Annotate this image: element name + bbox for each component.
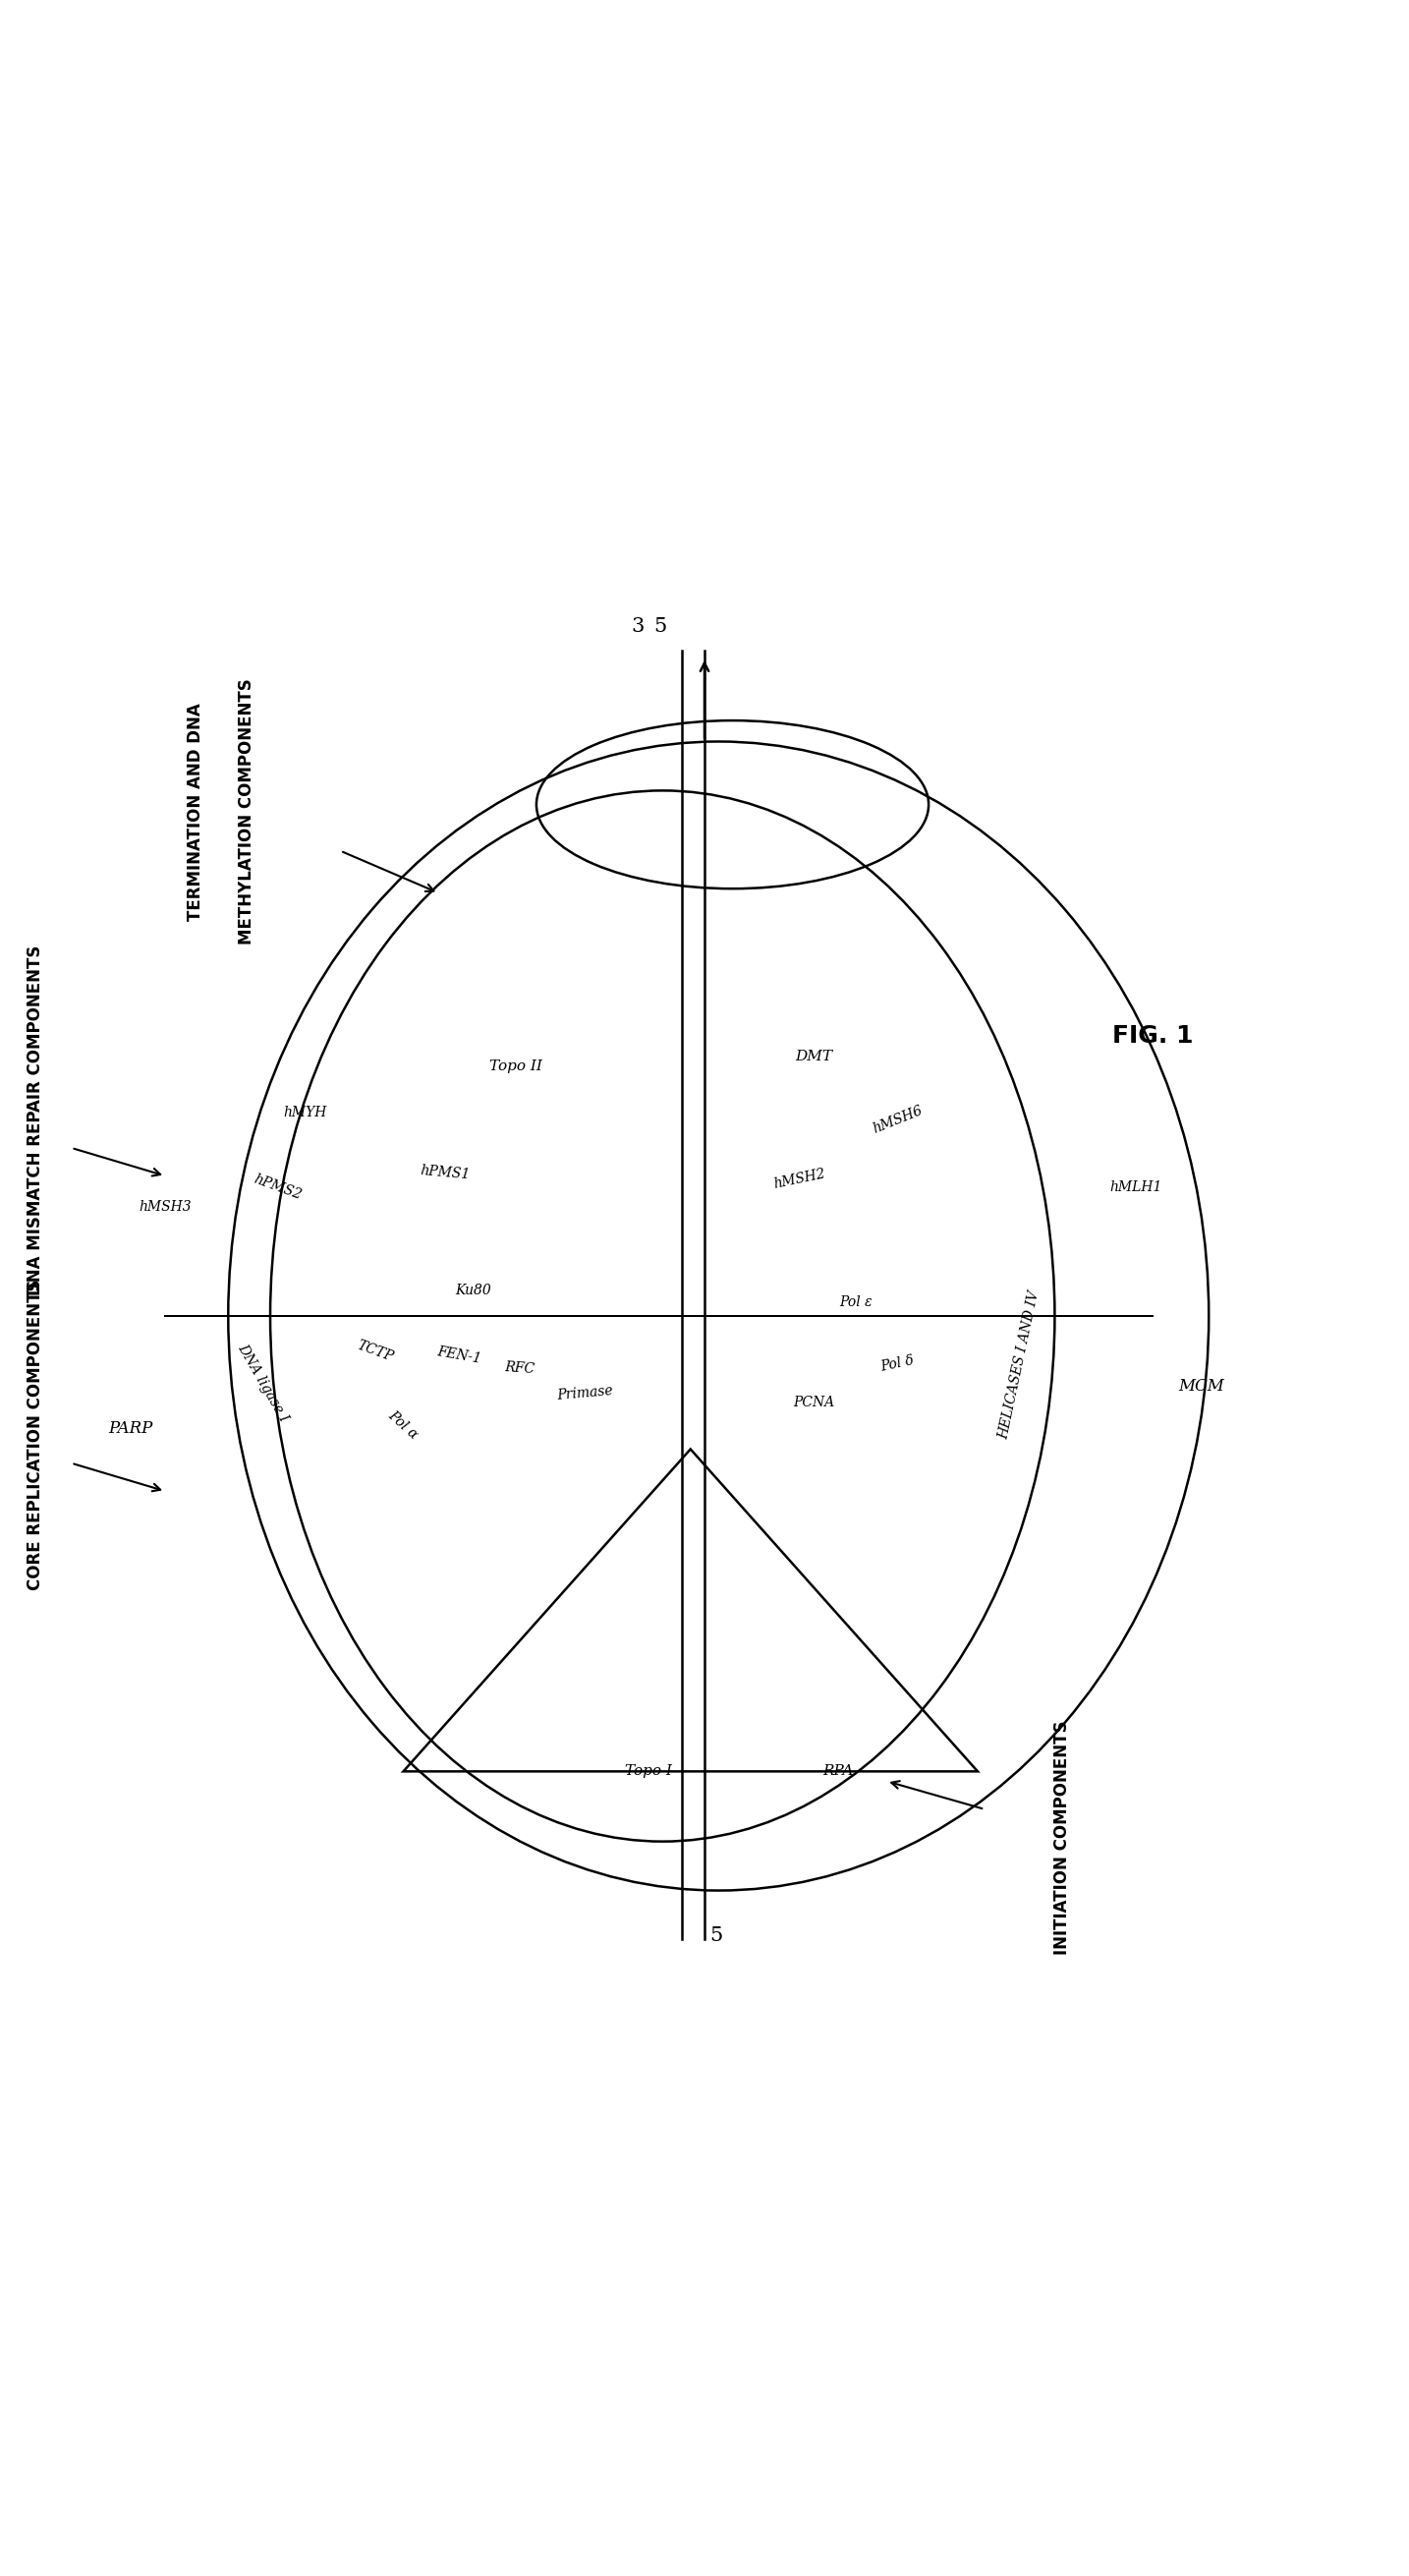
Text: hMSH6: hMSH6	[871, 1103, 924, 1136]
Text: 5: 5	[709, 1927, 723, 1945]
Text: INITIATION COMPONENTS: INITIATION COMPONENTS	[1053, 1721, 1071, 1955]
Text: hPMS2: hPMS2	[251, 1172, 303, 1203]
Text: FEN-1: FEN-1	[437, 1345, 482, 1365]
Text: DNA MISMATCH REPAIR COMPONENTS: DNA MISMATCH REPAIR COMPONENTS	[27, 945, 44, 1296]
Text: 5: 5	[654, 618, 666, 636]
Text: Topo I: Topo I	[626, 1765, 672, 1777]
Text: PCNA: PCNA	[793, 1396, 834, 1409]
Text: RPA: RPA	[823, 1765, 852, 1777]
Text: RFC: RFC	[504, 1360, 535, 1376]
Text: Pol α: Pol α	[386, 1409, 421, 1443]
Text: TERMINATION AND DNA: TERMINATION AND DNA	[187, 703, 204, 920]
Text: Primase: Primase	[557, 1383, 614, 1401]
Text: METHYLATION COMPONENTS: METHYLATION COMPONENTS	[238, 677, 255, 945]
Text: Ku80: Ku80	[455, 1283, 492, 1298]
Text: 3: 3	[631, 618, 644, 636]
Text: DMT: DMT	[795, 1051, 833, 1064]
Text: hMYH: hMYH	[283, 1105, 327, 1121]
Text: Pol ε: Pol ε	[840, 1296, 872, 1309]
Text: PARP: PARP	[108, 1419, 152, 1437]
Text: Topo II: Topo II	[489, 1059, 542, 1074]
Text: HELICASES I AND IV: HELICASES I AND IV	[998, 1291, 1043, 1440]
Text: hPMS1: hPMS1	[420, 1164, 471, 1182]
Text: hMLH1: hMLH1	[1110, 1180, 1162, 1195]
Text: TCTP: TCTP	[355, 1337, 396, 1363]
Text: MCM: MCM	[1179, 1378, 1224, 1394]
Text: Pol δ: Pol δ	[879, 1352, 916, 1373]
Text: FIG. 1: FIG. 1	[1112, 1025, 1193, 1048]
Text: hMSH3: hMSH3	[139, 1200, 192, 1213]
Text: hMSH2: hMSH2	[772, 1167, 827, 1190]
Text: CORE REPLICATION COMPONENTS: CORE REPLICATION COMPONENTS	[27, 1280, 44, 1589]
Text: DNA ligase I: DNA ligase I	[235, 1342, 292, 1425]
